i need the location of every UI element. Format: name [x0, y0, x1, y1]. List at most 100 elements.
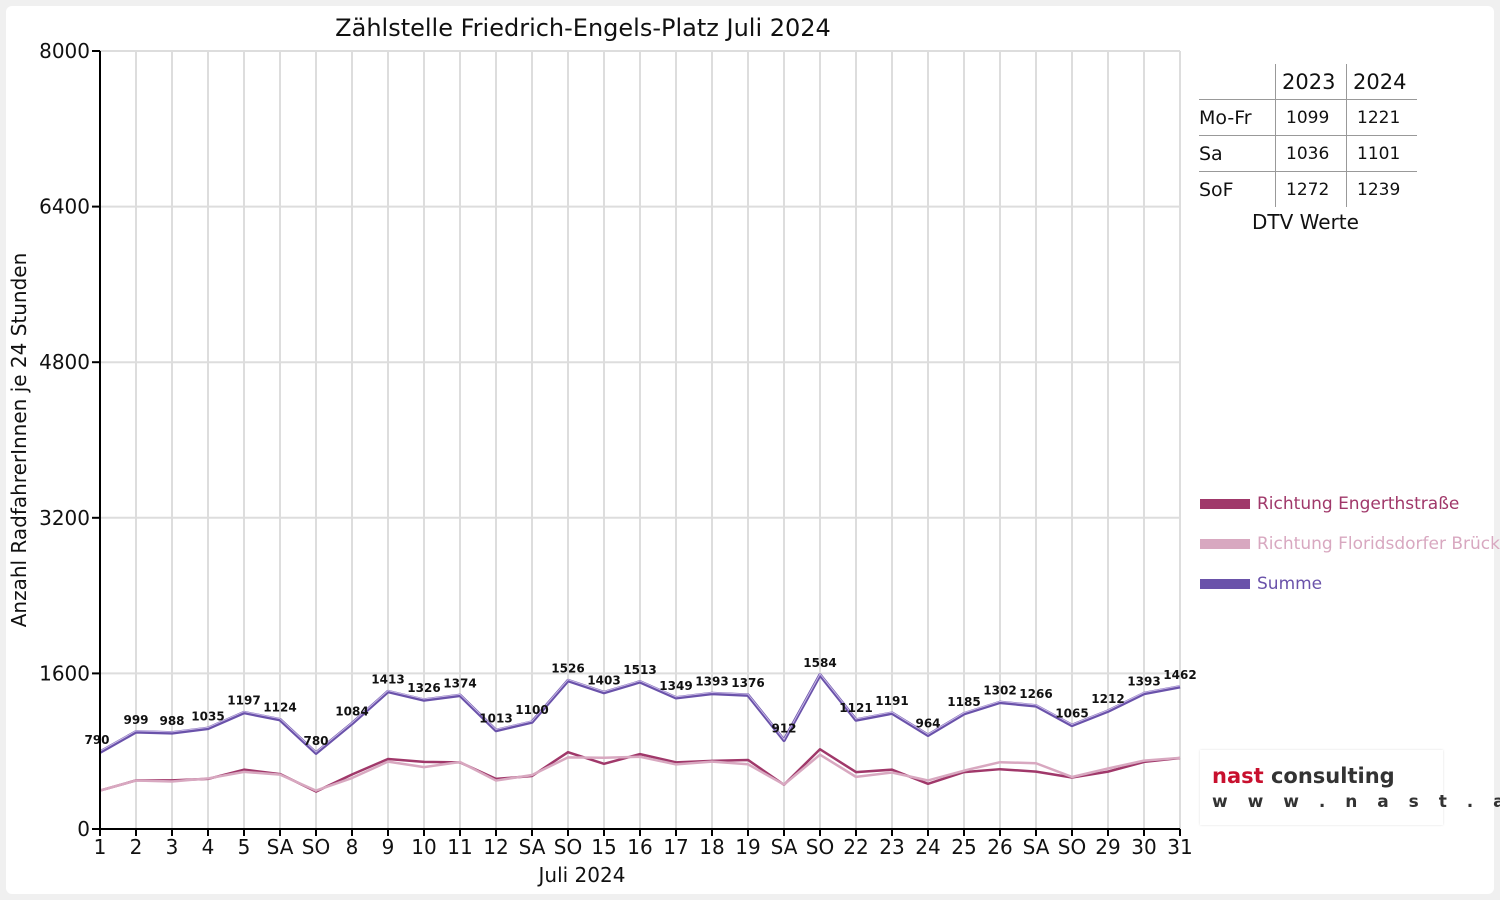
x-tick-label: 18 [699, 835, 724, 859]
y-tick-label: 3200 [39, 506, 90, 530]
dtv-cell: 1221 [1346, 99, 1417, 136]
x-tick-label: 11 [447, 835, 472, 859]
x-tick-label: 15 [591, 835, 616, 859]
legend-swatch [1200, 499, 1250, 509]
data-label: 1374 [443, 676, 476, 690]
dtv-table: 2023 2024 Mo-Fr 1099 1221 Sa 1036 1101 S… [1199, 64, 1417, 207]
data-label: 1326 [407, 681, 440, 695]
data-label: 1124 [263, 701, 296, 715]
logo-name-part2: consulting [1270, 764, 1395, 788]
x-tick-label: 26 [987, 835, 1012, 859]
x-tick-label: 25 [951, 835, 976, 859]
legend-label: Summe [1257, 574, 1323, 594]
x-tick-label: 30 [1131, 835, 1156, 859]
x-tick-label: 17 [663, 835, 688, 859]
x-tick-label: SA [771, 835, 798, 859]
data-label: 1376 [731, 676, 764, 690]
x-tick-label: 23 [879, 835, 904, 859]
dtv-cell: 1272 [1275, 171, 1347, 207]
y-tick-label: 8000 [39, 39, 90, 63]
data-label: 1212 [1091, 692, 1124, 706]
x-tick-label: SO [806, 835, 834, 859]
dtv-corner [1199, 64, 1276, 100]
dtv-cell: 1036 [1275, 135, 1347, 172]
data-label: 1513 [623, 663, 656, 677]
x-tick-label: 2 [130, 835, 143, 859]
x-tick-label: 10 [411, 835, 436, 859]
series-line-highlight [99, 673, 1181, 753]
data-label: 999 [123, 713, 148, 727]
legend-label: Richtung Engerthstraße [1257, 494, 1460, 514]
x-tick-label: 29 [1095, 835, 1120, 859]
data-label: 988 [159, 714, 184, 728]
x-axis-label: Juli 2024 [537, 863, 626, 887]
logo-name-part1: nast [1212, 764, 1264, 788]
data-label: 1100 [515, 703, 548, 717]
data-label: 1584 [803, 656, 836, 670]
dtv-row-label: Mo-Fr [1199, 99, 1276, 136]
x-tick-label: 22 [843, 835, 868, 859]
dtv-caption: DTV Werte [1252, 210, 1359, 234]
data-label: 1121 [839, 701, 872, 715]
dtv-year-2024: 2024 [1346, 64, 1417, 100]
dtv-cell: 1101 [1346, 135, 1417, 172]
data-label: 1413 [371, 673, 404, 687]
data-label: 1393 [1127, 675, 1160, 689]
x-tick-label: 1 [94, 835, 107, 859]
dtv-row-label: Sa [1199, 135, 1276, 172]
legend-label: Richtung Floridsdorfer Brücke [1257, 534, 1500, 554]
x-tick-label: 5 [238, 835, 251, 859]
data-label: 1191 [875, 694, 908, 708]
data-label: 1035 [191, 709, 224, 723]
data-label: 1266 [1019, 687, 1052, 701]
chart-title: Zählstelle Friedrich-Engels-Platz Juli 2… [335, 14, 831, 42]
dtv-cell: 1239 [1346, 171, 1417, 207]
legend-swatch [1200, 579, 1250, 589]
x-tick-label: SO [302, 835, 330, 859]
data-label: 1349 [659, 679, 692, 693]
legend-swatch [1200, 539, 1250, 549]
x-tick-label: SA [1023, 835, 1050, 859]
y-axis-label: Anzahl RadfahrerInnen je 24 Stunden [7, 253, 31, 628]
data-label: 1393 [695, 675, 728, 689]
x-tick-label: 4 [202, 835, 215, 859]
x-tick-label: SO [1058, 835, 1086, 859]
data-label: 1065 [1055, 706, 1088, 720]
logo-url: w w w . n a s t . a t [1212, 792, 1500, 812]
data-label: 964 [915, 716, 940, 730]
data-label: 790 [84, 733, 109, 747]
series-line-3 [99, 673, 1181, 755]
x-tick-label: SA [519, 835, 546, 859]
x-tick-label: 24 [915, 835, 940, 859]
data-label: 1526 [551, 662, 584, 676]
data-label: 1084 [335, 705, 368, 719]
dtv-row-label: SoF [1199, 171, 1276, 207]
x-tick-label: 31 [1167, 835, 1192, 859]
series-line-2 [99, 753, 1181, 792]
x-tick-label: 9 [382, 835, 395, 859]
x-tick-label: 3 [166, 835, 179, 859]
x-tick-label: 8 [346, 835, 359, 859]
y-tick-label: 4800 [39, 350, 90, 374]
data-label: 1185 [947, 695, 980, 709]
x-tick-label: SA [267, 835, 294, 859]
y-tick-label: 6400 [39, 195, 90, 219]
x-tick-label: 19 [735, 835, 760, 859]
data-label: 1013 [479, 711, 512, 725]
nast-consulting-logo: nast consulting w w w . n a s t . a t [1200, 750, 1500, 825]
data-label: 1403 [587, 674, 620, 688]
y-tick-label: 0 [77, 817, 90, 841]
y-tick-label: 1600 [39, 661, 90, 685]
x-tick-label: 16 [627, 835, 652, 859]
grid [100, 50, 1181, 829]
data-label: 912 [771, 721, 796, 735]
data-label: 1302 [983, 683, 1016, 697]
dtv-cell: 1099 [1275, 99, 1347, 136]
logo-name: nast consulting [1212, 764, 1395, 788]
x-tick-label: 12 [483, 835, 508, 859]
data-label: 780 [303, 734, 328, 748]
data-label: 1197 [227, 694, 260, 708]
data-label: 1462 [1163, 668, 1196, 682]
x-tick-label: SO [554, 835, 582, 859]
